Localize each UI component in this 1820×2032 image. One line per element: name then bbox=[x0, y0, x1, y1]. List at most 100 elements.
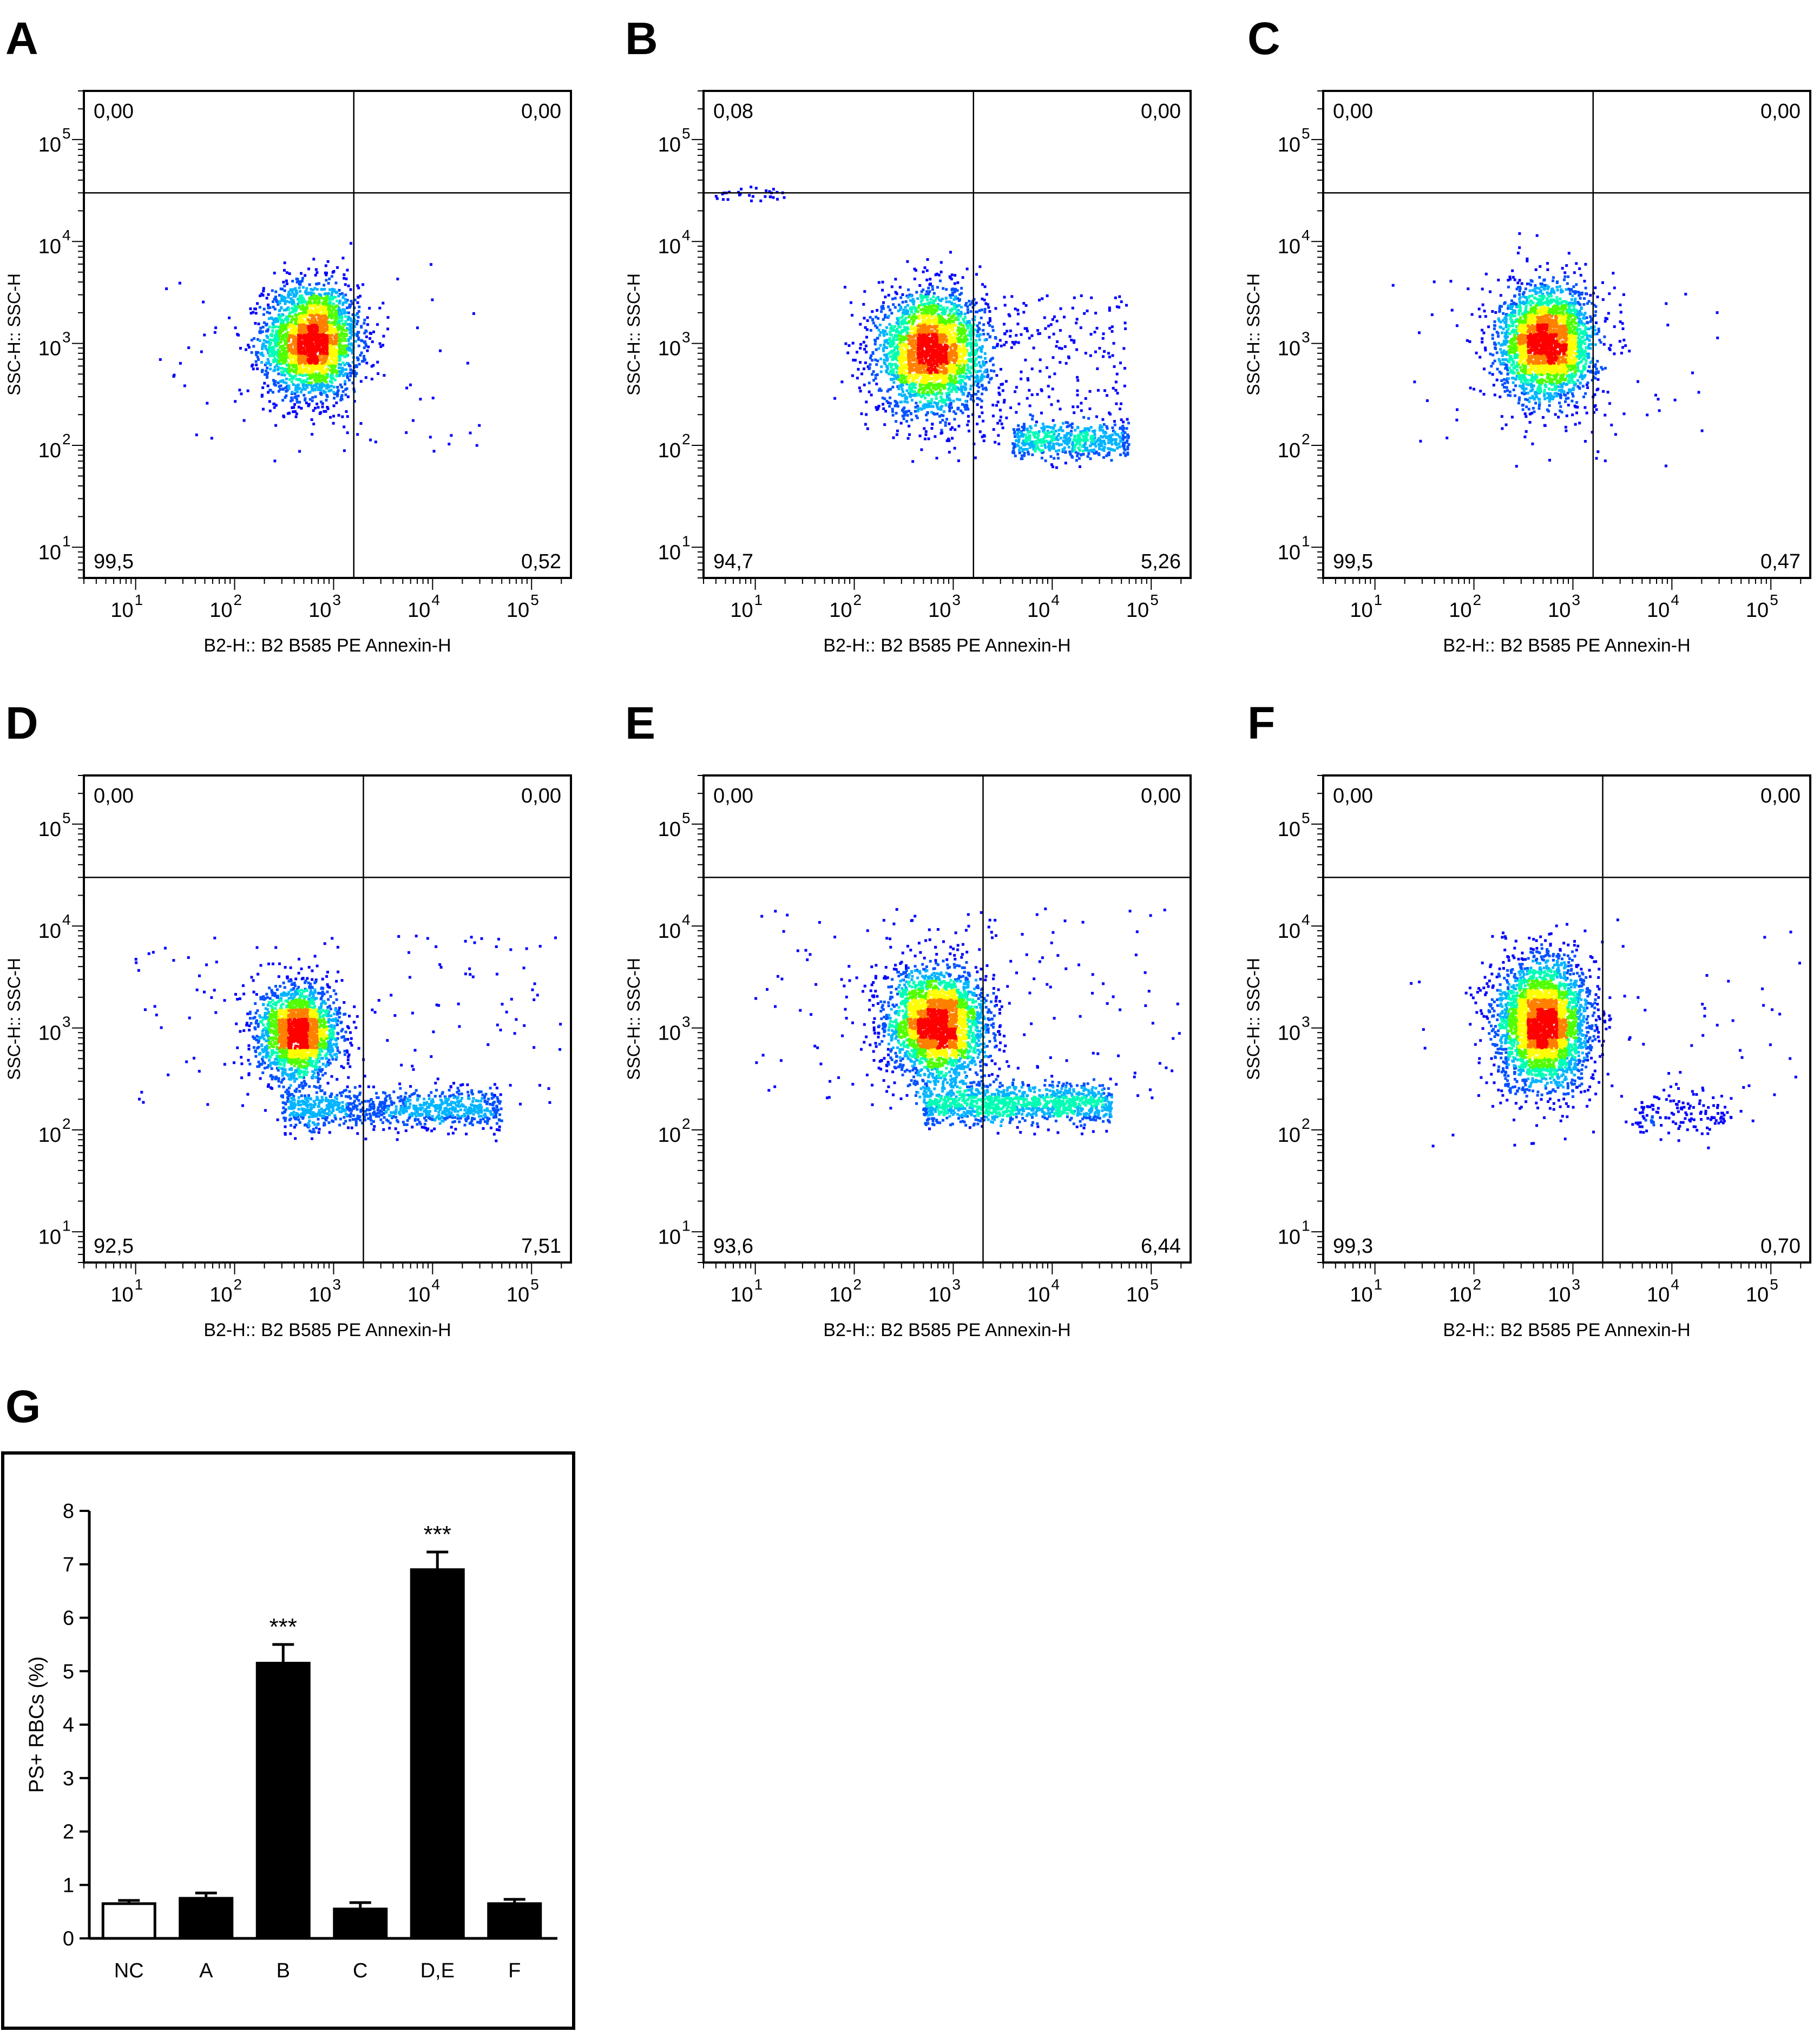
event-dot bbox=[953, 418, 956, 421]
event-dot bbox=[349, 317, 352, 320]
event-dot bbox=[1054, 430, 1057, 432]
event-dot bbox=[1039, 449, 1042, 452]
event-dot bbox=[291, 334, 294, 337]
event-dot bbox=[338, 293, 341, 296]
event-dot bbox=[1042, 439, 1046, 443]
event-dot bbox=[269, 364, 272, 367]
event-dot bbox=[934, 435, 937, 438]
event-dot bbox=[323, 356, 326, 359]
event-dot bbox=[265, 334, 268, 338]
event-dot bbox=[332, 308, 335, 311]
event-dot bbox=[301, 384, 305, 387]
event-dot bbox=[751, 195, 754, 198]
event-dot bbox=[282, 324, 286, 327]
event-dot bbox=[920, 395, 923, 398]
event-dot bbox=[851, 341, 855, 345]
event-dot bbox=[331, 287, 334, 291]
event-dot bbox=[960, 331, 963, 333]
event-dot bbox=[261, 369, 264, 372]
event-dot bbox=[865, 413, 868, 416]
event-dot bbox=[326, 338, 328, 341]
event-dot bbox=[957, 338, 960, 341]
event-dot bbox=[1115, 402, 1118, 405]
event-dot bbox=[1070, 430, 1073, 433]
event-dot bbox=[915, 402, 918, 405]
event-dot bbox=[1093, 442, 1096, 445]
event-dot bbox=[315, 338, 318, 341]
event-dot bbox=[1082, 430, 1085, 433]
event-dot bbox=[357, 338, 360, 341]
event-dot bbox=[316, 271, 319, 274]
event-dot bbox=[279, 384, 282, 387]
event-dot bbox=[1080, 438, 1083, 442]
event-dot bbox=[1094, 312, 1098, 315]
event-dot bbox=[345, 306, 349, 310]
event-dot bbox=[1021, 425, 1024, 429]
event-dot bbox=[954, 274, 957, 277]
event-dot bbox=[475, 444, 478, 447]
event-dot bbox=[1003, 332, 1006, 335]
event-dot bbox=[1111, 433, 1114, 436]
event-dot bbox=[324, 314, 327, 317]
event-dot bbox=[958, 369, 962, 372]
event-dot bbox=[324, 306, 327, 309]
event-dot bbox=[367, 345, 370, 348]
event-dot bbox=[337, 320, 340, 324]
event-dot bbox=[1120, 432, 1123, 435]
event-dot bbox=[281, 296, 285, 299]
event-dot bbox=[885, 326, 888, 329]
event-dot bbox=[1052, 445, 1055, 448]
event-dot bbox=[261, 330, 264, 333]
event-dot bbox=[929, 298, 932, 301]
event-dot bbox=[881, 280, 884, 284]
event-dot bbox=[300, 294, 304, 298]
event-dot bbox=[1038, 299, 1041, 302]
event-dot bbox=[885, 399, 889, 403]
event-dot bbox=[306, 377, 309, 380]
event-dot bbox=[918, 387, 922, 391]
event-dot bbox=[277, 372, 280, 376]
event-dot bbox=[301, 297, 304, 300]
event-dot bbox=[924, 397, 927, 399]
event-dot bbox=[268, 312, 271, 314]
event-dot bbox=[301, 321, 304, 324]
event-dot bbox=[913, 313, 916, 317]
event-dot bbox=[961, 370, 964, 373]
event-dot bbox=[357, 315, 360, 319]
event-dot bbox=[1102, 447, 1105, 450]
event-dot bbox=[317, 282, 320, 285]
event-dot bbox=[882, 403, 885, 406]
event-dot bbox=[357, 295, 360, 299]
event-dot bbox=[909, 390, 912, 393]
event-dot bbox=[334, 313, 338, 317]
event-dot bbox=[856, 351, 858, 354]
event-dot bbox=[984, 386, 987, 390]
event-dot bbox=[904, 317, 908, 320]
event-dot bbox=[891, 363, 894, 366]
event-dot bbox=[343, 324, 345, 327]
event-dot bbox=[319, 383, 323, 386]
event-dot bbox=[1105, 454, 1108, 457]
event-dot bbox=[291, 300, 294, 304]
event-dot bbox=[888, 308, 891, 312]
event-dot bbox=[298, 280, 301, 283]
event-dot bbox=[331, 334, 333, 337]
event-dot bbox=[290, 351, 293, 354]
event-dot bbox=[298, 349, 300, 352]
event-dot bbox=[317, 298, 320, 301]
event-dot bbox=[1073, 411, 1076, 415]
event-dot bbox=[314, 301, 318, 304]
event-dot bbox=[1020, 377, 1023, 380]
event-dot bbox=[1073, 446, 1076, 449]
event-dot bbox=[896, 327, 899, 331]
event-dot bbox=[912, 320, 915, 324]
event-dot bbox=[318, 367, 321, 371]
event-dot bbox=[1114, 389, 1118, 392]
event-dot bbox=[346, 346, 349, 349]
event-dot bbox=[327, 314, 331, 318]
event-dot bbox=[278, 353, 281, 357]
event-dot bbox=[925, 418, 929, 422]
event-dot bbox=[300, 367, 303, 370]
event-dot bbox=[1052, 442, 1055, 445]
event-dot bbox=[409, 383, 412, 386]
